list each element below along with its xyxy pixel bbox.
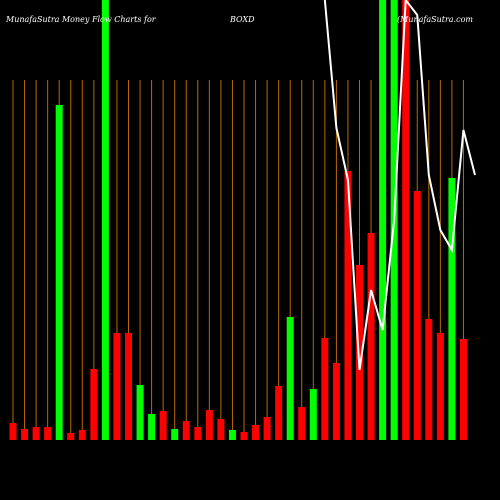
bar: [459, 339, 467, 440]
bar: [205, 410, 213, 440]
bar: [159, 411, 167, 440]
bar: [194, 427, 202, 440]
bar: [321, 338, 329, 440]
bar: [136, 385, 144, 440]
bar: [275, 386, 283, 440]
bars: [9, 0, 467, 440]
bar: [436, 333, 444, 440]
ticker: BOXD: [229, 15, 255, 24]
bar: [286, 317, 294, 440]
bar: [78, 430, 86, 440]
bar: [9, 423, 17, 440]
bar: [379, 0, 387, 440]
bar: [101, 0, 109, 440]
bar: [252, 425, 260, 440]
bar: [425, 319, 433, 440]
bar: [298, 407, 306, 440]
bar: [171, 429, 179, 440]
bar: [263, 417, 271, 440]
bar: [90, 369, 98, 440]
bar: [240, 432, 248, 440]
bar: [413, 191, 421, 440]
bar: [55, 105, 63, 440]
bar: [67, 433, 75, 440]
bar: [402, 0, 410, 440]
chart-title: MunafaSutra Money Flow Charts for: [5, 15, 157, 24]
bar: [113, 333, 121, 440]
bar: [356, 265, 363, 440]
bar: [228, 430, 236, 440]
bar: [344, 171, 352, 440]
bar: [309, 389, 317, 440]
bar: [332, 363, 340, 440]
bar: [125, 333, 132, 440]
site: (MunafaSutra.com: [397, 15, 473, 24]
bar: [448, 178, 456, 440]
bar: [32, 427, 40, 440]
bar: [44, 427, 52, 440]
bar: [21, 429, 29, 440]
bar: [367, 233, 375, 440]
bar: [148, 414, 156, 440]
bar: [182, 421, 190, 440]
bar: [217, 419, 225, 440]
flow-line: [323, 0, 476, 371]
